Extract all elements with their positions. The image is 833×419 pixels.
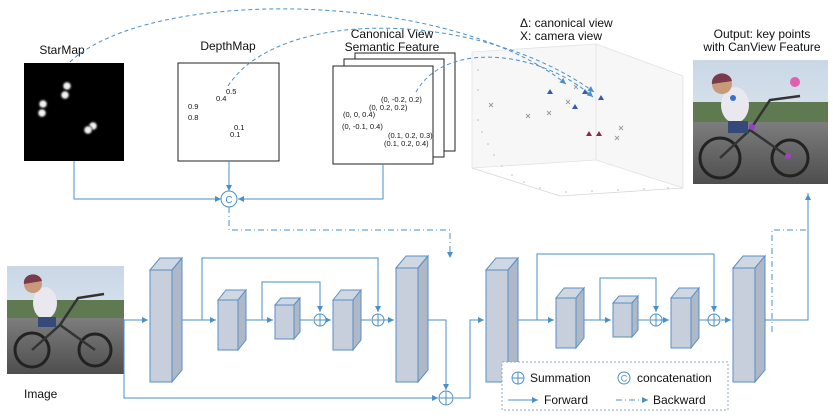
canview-feature-stack xyxy=(332,52,456,165)
triangle-point xyxy=(596,131,602,136)
stage2-blocks xyxy=(484,254,767,384)
concatenation-legend-icon: C xyxy=(617,371,631,385)
stage2-backward-line xyxy=(771,192,809,332)
canonical-coords: (0, -0.2, 0.2) (0, 0.2, 0.2) (0, 0, 0.4)… xyxy=(342,95,433,148)
canonical-coord: (0, 0.2, 0.2) xyxy=(369,103,408,112)
forward-legend-text: Forward xyxy=(544,393,588,407)
depth-value: 0.1 xyxy=(234,123,244,132)
output-label-line1: Output: key points xyxy=(714,27,811,41)
concat-node: C xyxy=(220,190,238,208)
depth-value: 0.4 xyxy=(216,94,226,103)
input-image xyxy=(7,266,124,374)
canonical-coord: (0.1, 0.2, 0.3) xyxy=(388,131,433,140)
summation-node xyxy=(438,390,454,406)
canonical-coord: (0, -0.1, 0.4) xyxy=(342,122,383,131)
concatenation-legend-text: concatenation xyxy=(637,371,712,385)
depth-value: 0.9 xyxy=(188,102,198,111)
stage1-input-block xyxy=(148,256,184,384)
scatter-points xyxy=(488,84,624,141)
triangle-point xyxy=(572,104,578,109)
stage2-down-block xyxy=(554,286,586,350)
cross-point xyxy=(565,99,571,105)
stage1-blocks xyxy=(148,254,430,384)
canview-label-line2: Semantic Feature xyxy=(345,40,440,54)
stage1-down-block xyxy=(216,288,248,352)
depth-value: 0.8 xyxy=(188,113,198,122)
triangle-point xyxy=(586,131,592,136)
summation-legend-icon xyxy=(511,371,525,385)
cross-point xyxy=(614,135,620,141)
cross-point xyxy=(618,125,624,131)
svg-text:C: C xyxy=(225,195,232,206)
cross-point xyxy=(546,110,552,116)
stage2-input-block xyxy=(484,256,520,384)
triangle-point xyxy=(547,89,553,94)
output-forward-line xyxy=(800,194,811,321)
summation-node xyxy=(371,313,385,327)
backward-legend-text: Backward xyxy=(653,393,706,407)
stage1-arrows xyxy=(123,257,484,401)
image-label: Image xyxy=(24,387,58,401)
concat-connectors xyxy=(73,161,384,202)
stage2-output-block xyxy=(731,254,767,384)
stage1-up-block xyxy=(331,288,363,352)
summation-node xyxy=(313,313,327,327)
summation-node xyxy=(649,313,663,327)
cross-point xyxy=(488,102,494,108)
scatter-3d-plot xyxy=(471,43,684,197)
stage2-arrows xyxy=(518,253,800,323)
cross-legend-text: X: camera view xyxy=(520,29,602,43)
output-label-line2: with CanView Feature xyxy=(702,40,820,54)
canonical-coord: (0.1, 0.2, 0.4) xyxy=(384,139,429,148)
depthmap-label: DepthMap xyxy=(200,39,256,53)
cross-point xyxy=(525,113,531,119)
depth-values: 0.5 0.4 0.9 0.8 0.1 0.1 xyxy=(188,87,244,139)
triangle-legend-text: Δ: canonical view xyxy=(520,16,613,30)
svg-text:C: C xyxy=(621,374,628,384)
summation-legend-text: Summation xyxy=(530,371,591,385)
depth-value: 0.5 xyxy=(226,87,236,96)
starmap-image xyxy=(24,63,124,161)
canonical-coord: (0, 0, 0.4) xyxy=(343,110,376,119)
concat-to-stage2-line xyxy=(228,207,453,258)
triangle-point xyxy=(582,89,588,94)
canview-label-line1: Canonical View xyxy=(351,27,434,41)
canonical-coord: (0, -0.2, 0.2) xyxy=(381,95,422,104)
depth-value: 0.1 xyxy=(230,130,240,139)
depthmap-image xyxy=(177,62,280,162)
stage2-up-block xyxy=(669,286,701,350)
output-image xyxy=(693,60,828,184)
triangle-point xyxy=(598,95,604,100)
legend-box: Summation C concatenation Forward Backwa… xyxy=(501,361,729,411)
stage1-bottleneck-block xyxy=(273,296,302,341)
starmap-label: StarMap xyxy=(39,43,85,57)
stage2-bottleneck-block xyxy=(611,294,640,339)
summation-nodes xyxy=(313,313,721,406)
cross-point xyxy=(573,84,579,90)
stage1-output-block xyxy=(394,254,430,384)
backward-arcs xyxy=(69,8,595,98)
summation-node xyxy=(707,313,721,327)
